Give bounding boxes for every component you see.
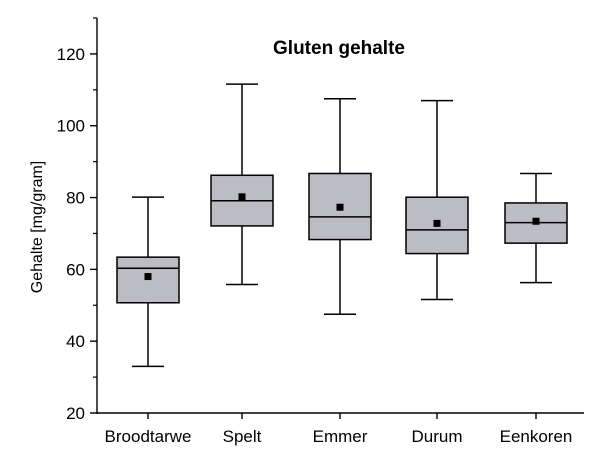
mean-marker [336, 203, 344, 211]
box-spelt [210, 83, 274, 286]
mean-marker [433, 219, 441, 227]
y-tick-label: 120 [57, 45, 85, 64]
chart-title: Gluten gehalte [273, 38, 405, 59]
mean-marker [144, 273, 152, 281]
box-eenkoren [504, 172, 568, 284]
y-tick-label: 20 [66, 404, 85, 423]
x-category-label: Spelt [223, 427, 262, 446]
mean-marker [238, 193, 246, 201]
x-category-label: Broodtarwe [105, 427, 192, 446]
box-durum [405, 99, 469, 301]
y-tick-label: 40 [66, 332, 85, 351]
y-tick-label: 80 [66, 189, 85, 208]
y-tick-label: 60 [66, 260, 85, 279]
y-tick-label: 100 [57, 117, 85, 136]
mean-marker [532, 217, 540, 225]
y-axis-label: Gehalte [mg/gram] [29, 161, 46, 294]
plot-area [116, 83, 568, 368]
iqr-box [116, 256, 180, 304]
x-category-label: Eenkoren [500, 427, 573, 446]
box-emmer [308, 98, 372, 315]
box-broodtarwe [116, 196, 180, 368]
x-category-label: Emmer [313, 427, 368, 446]
x-category-label: Durum [411, 427, 462, 446]
